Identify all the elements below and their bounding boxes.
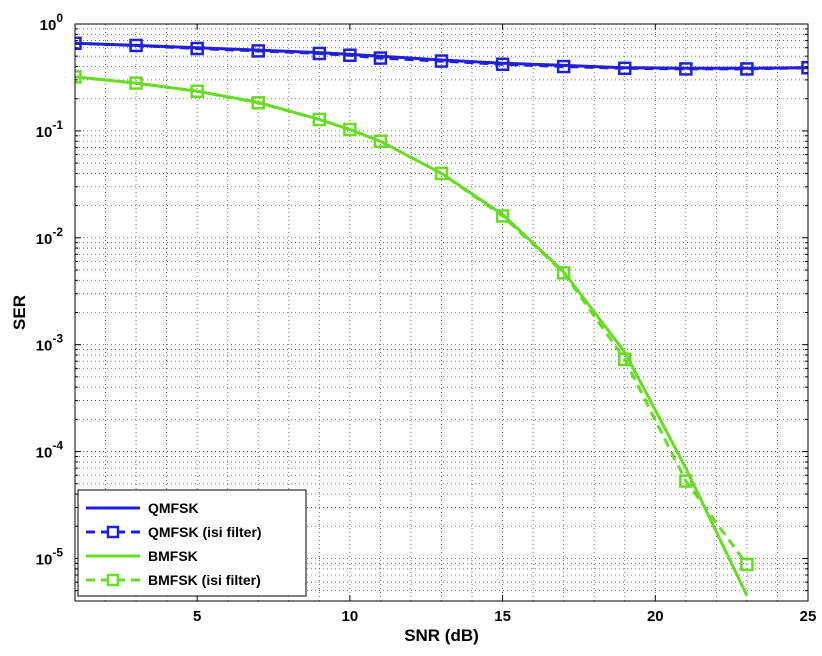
- series-3: [75, 70, 754, 572]
- grid: [75, 24, 808, 601]
- data-point-marker: [251, 44, 265, 58]
- data-point-marker: [618, 352, 632, 367]
- data-point-marker: [343, 48, 357, 63]
- x-tick-label: 5: [193, 608, 201, 625]
- series-group: [75, 36, 808, 597]
- y-axis-title: SER: [10, 295, 29, 330]
- data-point-marker: [434, 54, 449, 68]
- data-point-marker: [556, 266, 571, 280]
- data-point-marker: [190, 84, 204, 98]
- x-tick-label: 20: [647, 608, 664, 625]
- data-point-marker: [312, 46, 327, 61]
- legend: QMFSK QMFSK (isi filter) BMFSK BMFSK (isi f…: [77, 489, 307, 597]
- x-tick-label: 10: [342, 608, 359, 625]
- series-line: [75, 75, 749, 566]
- data-point-marker: [434, 166, 449, 181]
- data-point-marker: [75, 70, 82, 84]
- data-point-marker: [618, 61, 632, 76]
- data-point-marker: [740, 557, 754, 572]
- data-point-marker: [343, 122, 357, 137]
- data-point-marker: [251, 96, 265, 110]
- data-point-marker: [373, 134, 388, 149]
- data-point-marker: [679, 62, 693, 76]
- axis-ticks: 5 10 15 20 25 100 10-1 10-2 10-3 10-4 10-5: [36, 11, 817, 625]
- y-tick-label: 10-4: [36, 439, 64, 462]
- x-tick-label: 25: [800, 608, 817, 625]
- data-point-marker: [495, 209, 510, 223]
- data-point-marker: [129, 38, 143, 53]
- x-axis-title: SNR (dB): [404, 626, 479, 645]
- data-point-marker: [801, 60, 808, 75]
- data-point-marker: [495, 57, 510, 72]
- data-point-marker: [679, 474, 693, 488]
- data-point-marker: [190, 41, 204, 56]
- y-tick-label: 100: [40, 11, 64, 34]
- legend-label: QMFSK: [148, 500, 199, 516]
- series-line: [75, 41, 808, 71]
- data-point-marker: [312, 112, 327, 127]
- data-point-marker: [373, 51, 388, 65]
- legend-swatch-marker: [106, 525, 120, 539]
- y-tick-label: 10-2: [36, 225, 64, 248]
- y-tick-label: 10-5: [36, 545, 64, 568]
- legend-label: BMFSK: [148, 548, 198, 564]
- legend-label: QMFSK (isi filter): [148, 524, 262, 540]
- legend-swatch-marker: [106, 573, 120, 587]
- legend-label: BMFSK (isi filter): [148, 572, 261, 588]
- x-tick-label: 15: [494, 608, 511, 625]
- data-point-marker: [556, 59, 571, 74]
- y-tick-label: 10-3: [36, 332, 64, 355]
- data-point-marker: [75, 36, 82, 51]
- data-point-marker: [129, 76, 143, 90]
- data-point-marker: [740, 62, 754, 76]
- series-1: [75, 36, 808, 76]
- y-tick-label: 10-1: [36, 118, 64, 141]
